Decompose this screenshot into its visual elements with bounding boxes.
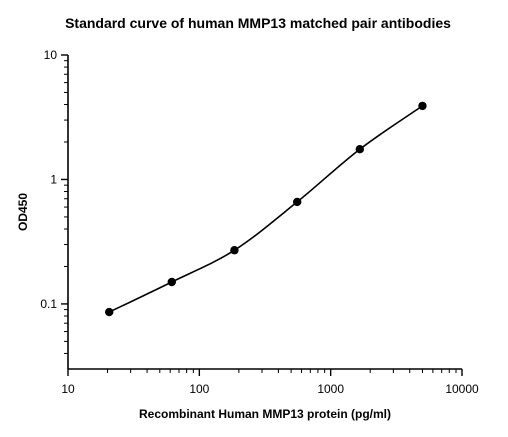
y-tick-label: 10 [44, 48, 58, 62]
x-axis-label: Recombinant Human MMP13 protein (pg/ml) [139, 407, 391, 421]
fit-curve [108, 105, 423, 313]
x-tick-label: 10 [61, 382, 75, 396]
x-tick-label: 10000 [445, 382, 479, 396]
chart-title: Standard curve of human MMP13 matched pa… [65, 15, 451, 31]
x-tick-label: 1000 [317, 382, 344, 396]
data-points [105, 101, 427, 317]
data-point [418, 101, 427, 111]
data-point [167, 277, 176, 287]
tick-layer: 10 100 1000 10000 0.1 1 10 [40, 48, 479, 396]
x-tick-label: 100 [189, 382, 209, 396]
data-point [105, 307, 114, 317]
data-point [355, 145, 365, 154]
y-axis-label: OD450 [16, 193, 30, 231]
data-point [292, 197, 302, 207]
y-tick-label: 0.1 [40, 297, 57, 311]
data-point [230, 246, 239, 255]
y-tick-label: 1 [50, 172, 57, 186]
